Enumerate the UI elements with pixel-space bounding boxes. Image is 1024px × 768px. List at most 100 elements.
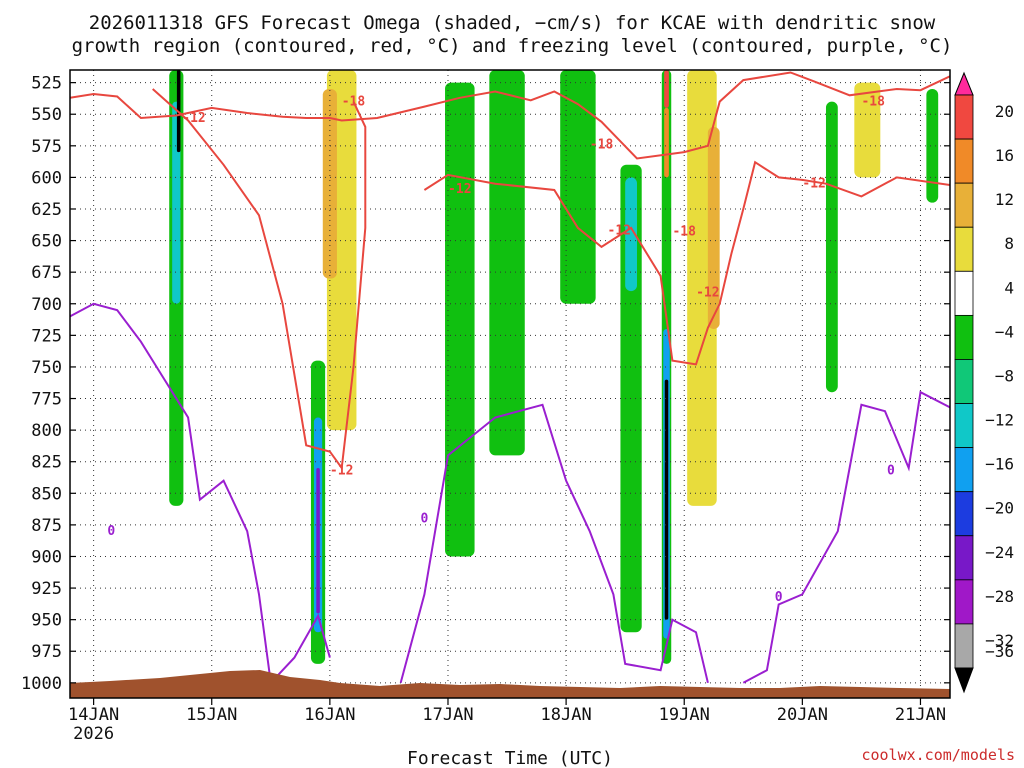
omega-region <box>316 468 320 614</box>
x-tick-label: 16JAN <box>304 705 355 725</box>
contour-labels: -12 -18 -12 -18 -12 -18 -12 -12 -18 -12 0 0 0 0 <box>107 95 895 605</box>
y-tick-label: 800 <box>31 421 62 441</box>
y-tick-label: 525 <box>31 74 62 94</box>
colorbar-swatch <box>954 359 974 404</box>
contour-label: -12 <box>802 177 825 192</box>
omega-region <box>854 82 881 178</box>
colorbar-label: 20 <box>995 102 1014 121</box>
colorbar-label: −32 <box>985 631 1014 650</box>
y-tick-label: 775 <box>31 390 62 410</box>
x-tick-label: 19JAN <box>659 705 710 725</box>
contour-label: 0 <box>887 464 895 479</box>
colorbar-swatch <box>954 491 974 537</box>
x-tick-label: 18JAN <box>541 705 592 725</box>
contour-label: -18 <box>861 95 885 110</box>
contour-label: -18 <box>590 138 614 153</box>
omega-region <box>172 101 181 304</box>
colorbar-swatch <box>954 623 974 669</box>
y-tick-label: 750 <box>31 358 62 378</box>
y-tick-label: 950 <box>31 611 62 631</box>
y-tick-label: 1000 <box>21 674 62 694</box>
freezing-contour-right <box>742 390 950 684</box>
omega-region <box>322 88 337 279</box>
omega-region <box>625 177 637 292</box>
contour-label: -12 <box>608 223 631 238</box>
credit-text: coolwx.com/models <box>861 746 1015 764</box>
terrain <box>70 670 950 698</box>
freezing-contour-mid <box>399 403 709 684</box>
contour-label: -12 <box>696 285 719 300</box>
x-tick-label: 20JAN <box>777 705 828 725</box>
dgz-contour-upper <box>70 71 950 160</box>
colorbar-label: 12 <box>995 190 1014 209</box>
y-tick-label: 900 <box>31 547 62 567</box>
contours <box>70 71 950 686</box>
x-tick-label: 21JAN <box>895 705 946 725</box>
colorbar-label: −12 <box>985 411 1014 430</box>
x-tick-sublabel: 2026 <box>73 724 114 744</box>
contour-label: 0 <box>420 512 428 527</box>
colorbar-swatch <box>954 226 974 272</box>
y-tick-label: 650 <box>31 232 62 252</box>
colorbar-label: 4 <box>1004 278 1014 297</box>
y-tick-label: 975 <box>31 642 62 662</box>
grid-lines <box>70 70 950 698</box>
chart-title-line1: 2026011318 GFS Forecast Omega (shaded, −… <box>89 12 936 34</box>
y-tick-label: 725 <box>31 326 62 346</box>
colorbar-label: −36 <box>985 642 1014 661</box>
contour-label: -12 <box>448 182 471 197</box>
plot-frame <box>69 69 951 699</box>
colorbar-swatch <box>954 579 974 625</box>
y-tick-label: 700 <box>31 295 62 315</box>
x-axis-label: Forecast Time (UTC) <box>407 748 613 768</box>
colorbar-label: −20 <box>985 499 1014 518</box>
colorbar-swatch <box>954 138 974 184</box>
contour-label: -18 <box>672 225 696 240</box>
colorbar-swatch <box>954 535 974 581</box>
colorbar-swatch <box>954 270 974 316</box>
colorbar-label: −8 <box>995 366 1014 385</box>
omega-region <box>664 107 669 178</box>
plot-area <box>70 70 950 698</box>
colorbar-label: −16 <box>985 455 1014 474</box>
colorbar-bottom-arrow <box>954 667 974 694</box>
y-tick-label: 625 <box>31 200 62 220</box>
freezing-contour-left <box>70 302 331 686</box>
contour-label: -18 <box>342 95 366 110</box>
x-tick-label: 17JAN <box>422 705 473 725</box>
colorbar-label: −28 <box>985 587 1014 606</box>
omega-region <box>664 379 669 620</box>
contour-label: 0 <box>775 590 783 605</box>
y-tick-label: 925 <box>31 579 62 599</box>
contour-label: -12 <box>330 464 353 479</box>
colorbar-swatch <box>954 314 974 360</box>
y-tick-label: 875 <box>31 516 62 536</box>
y-tick-label: 550 <box>31 105 62 125</box>
omega-shading <box>169 70 939 664</box>
colorbar-label: −24 <box>985 543 1014 562</box>
colorbar-top-arrow <box>954 71 974 96</box>
y-tick-label: 675 <box>31 263 62 283</box>
omega-region <box>664 70 669 108</box>
y-tick-label: 850 <box>31 484 62 504</box>
y-tick-label: 825 <box>31 453 62 473</box>
dgz-contour-mid <box>423 160 950 366</box>
colorbar-swatch <box>954 94 974 140</box>
colorbar: 20 16 12 8 4 −4 −8 −12 −16 −20 −24 −28 −32−36 <box>954 71 1014 694</box>
y-tick-label: 600 <box>31 168 62 188</box>
omega-region <box>489 70 525 456</box>
omega-region <box>926 88 939 203</box>
colorbar-label: 16 <box>995 146 1014 165</box>
colorbar-swatch <box>954 403 974 449</box>
dgz-contour-left <box>152 88 367 471</box>
y-axis: 525 550 575 600 625 650 675 700 725 750 775 800 825 8… <box>21 74 950 694</box>
colorbar-label: −4 <box>995 322 1014 341</box>
omega-region <box>825 101 838 393</box>
contour-label: 0 <box>107 524 115 539</box>
colorbar-swatch <box>954 447 974 493</box>
omega-region <box>445 82 475 557</box>
contour-label: -12 <box>182 111 205 126</box>
y-tick-label: 575 <box>31 137 62 157</box>
